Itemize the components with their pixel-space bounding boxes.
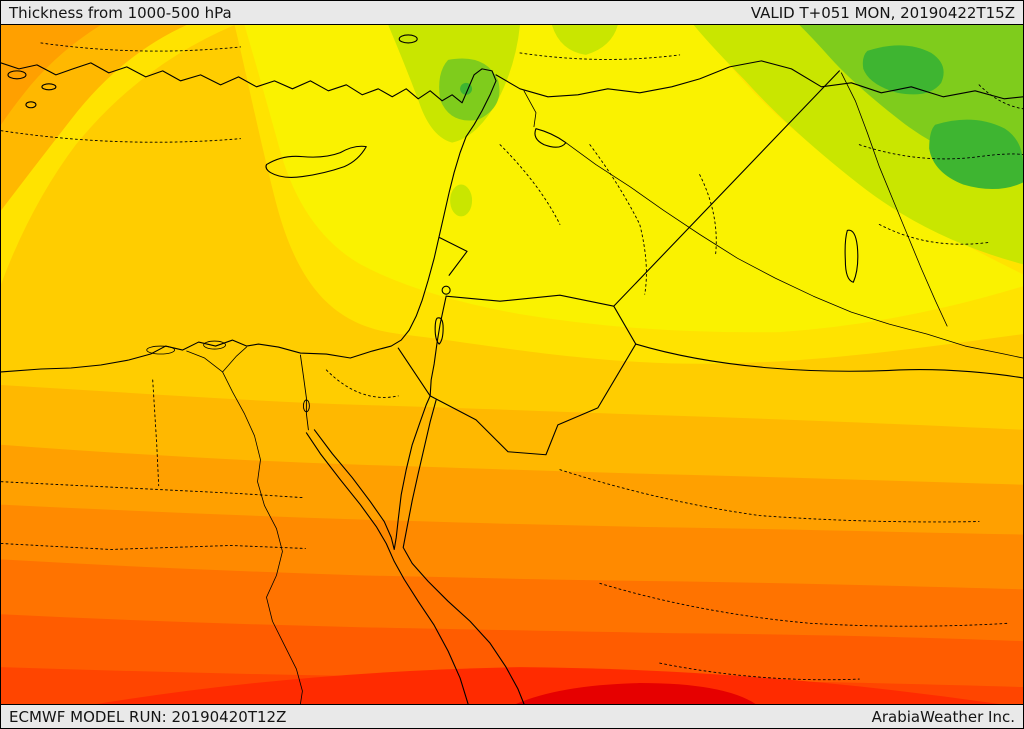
valid-time-label: VALID T+051 MON, 20190422T15Z: [750, 3, 1015, 22]
admin-dotted-sinai: [325, 369, 399, 398]
admin-dotted-turkey-1: [40, 42, 241, 52]
thickness-bands: [1, 25, 1023, 704]
lake-turkey: [398, 34, 418, 44]
admin-dotted-syria-3: [699, 174, 717, 255]
thickness-band-bright-red: [96, 667, 1000, 704]
coastline-red-sea-arabia: [402, 399, 525, 704]
admin-dotted-turkey-coast: [1, 130, 241, 143]
map-title: Thickness from 1000-500 hPa: [9, 3, 232, 22]
bitter-lakes: [302, 399, 310, 413]
river-euphrates: [523, 90, 1023, 359]
thickness-band-light-green-top-spot: [551, 25, 618, 55]
river-nile: [222, 371, 303, 704]
river-nile-delta-branches: [186, 346, 247, 373]
border-syria-iraq: [613, 70, 840, 307]
border-lebanon: [438, 236, 468, 276]
island-aegean-2: [41, 83, 57, 91]
border-jordan-iraq: [613, 305, 637, 345]
admin-dotted-saudi-1: [559, 469, 980, 523]
coastline-mediterranean: [1, 62, 497, 373]
rivers: [146, 72, 1023, 704]
credit-label: ArabiaWeather Inc.: [871, 707, 1015, 726]
admin-dotted-saudi-3: [659, 662, 860, 681]
thickness-band-orange-nw-wedge: [1, 25, 101, 125]
border-israel-egypt: [397, 347, 431, 397]
map-canvas: [1, 25, 1023, 704]
admin-dotted-iraq-1: [858, 144, 1023, 160]
coastline-red-sea-africa: [305, 432, 469, 704]
coastline-sinai: [313, 395, 431, 551]
thickness-band-dark-red: [515, 683, 756, 704]
lake-tharthar: [844, 229, 859, 283]
sea-of-galilee: [441, 285, 451, 295]
footer-bar: ECMWF MODEL RUN: 20190420T12Z ArabiaWeat…: [1, 704, 1023, 728]
border-syria-jordan: [445, 294, 615, 307]
admin-dotted-saudi-2: [599, 582, 1010, 627]
river-tigris: [840, 72, 948, 327]
admin-dotted-egypt-1: [1, 481, 303, 499]
admin-boundaries-dotted: [1, 42, 1023, 681]
model-run-label: ECMWF MODEL RUN: 20190420T12Z: [9, 707, 287, 726]
thickness-band-light-green-levant-spot: [450, 184, 473, 217]
dead-sea: [434, 317, 444, 345]
island-cyprus: [265, 145, 367, 178]
thickness-map-svg: [1, 25, 1023, 704]
admin-dotted-turkey-2: [519, 52, 681, 60]
thickness-band-dark-green-spot-2: [929, 119, 1023, 190]
admin-dotted-egypt-3: [152, 379, 160, 487]
admin-dotted-iraq-3: [978, 84, 1023, 110]
lake-assad: [534, 128, 567, 148]
admin-dotted-syria-2: [589, 144, 647, 295]
delta-lagoon-1: [146, 345, 176, 355]
thickness-band-dark-green-spot-1: [862, 45, 944, 95]
island-aegean-3: [25, 101, 37, 109]
suez-canal: [299, 354, 309, 431]
border-jordan-saudi: [429, 343, 637, 456]
border-iraq-saudi: [635, 343, 1023, 379]
border-turkey-syria: [495, 60, 1023, 100]
admin-dotted-syria-1: [499, 144, 561, 225]
admin-dotted-egypt-2: [1, 543, 306, 550]
map-linework: [1, 34, 1023, 704]
thickness-band-amber-nw-wedge: [1, 25, 187, 211]
admin-dotted-iraq-2: [878, 223, 990, 245]
header-bar: Thickness from 1000-500 hPa VALID T+051 …: [1, 1, 1023, 25]
island-aegean-1: [7, 70, 27, 80]
delta-lagoon-2: [203, 340, 226, 350]
